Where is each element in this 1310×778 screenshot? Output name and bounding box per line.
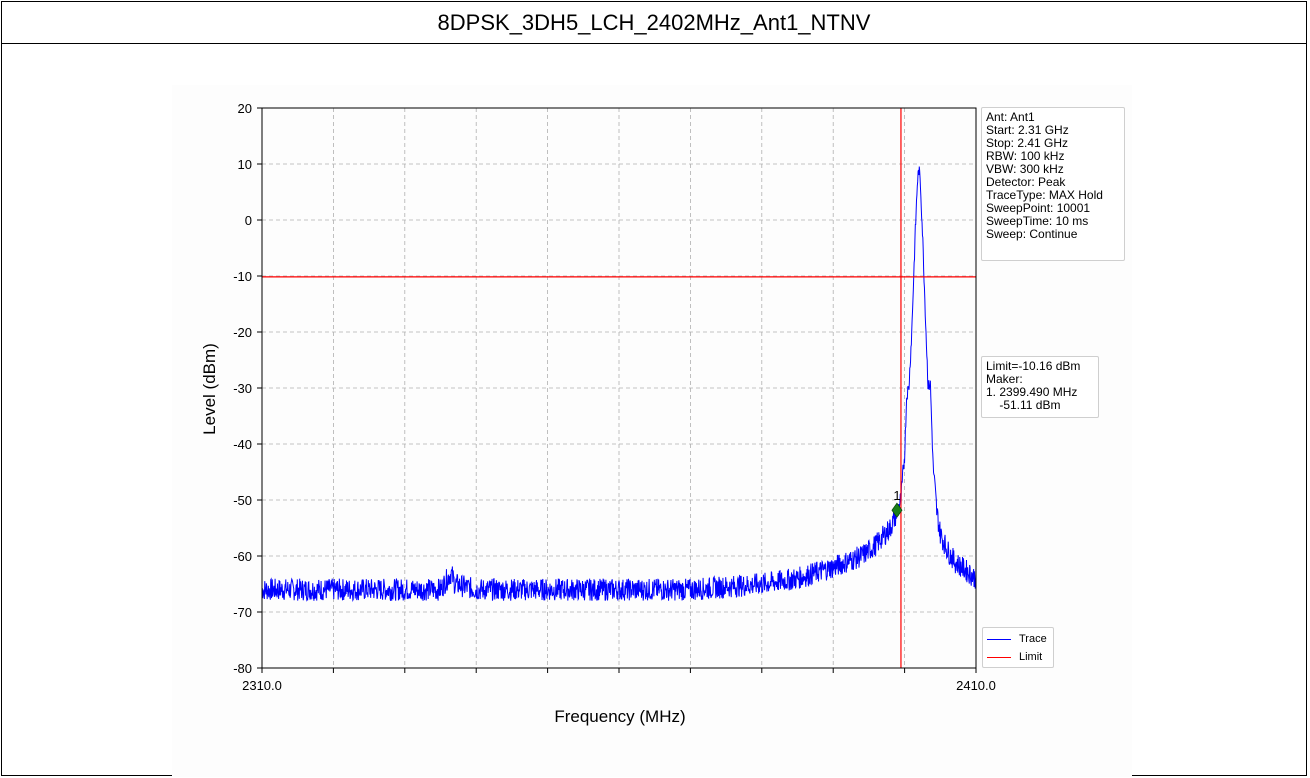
legend: Trace Limit: [982, 627, 1054, 668]
legend-swatch-trace: [987, 638, 1011, 640]
info-line: Stop: 2.41 GHz: [986, 136, 1069, 150]
x-tick-label: 2410.0: [956, 678, 996, 693]
page-title: 8DPSK_3DH5_LCH_2402MHz_Ant1_NTNV: [2, 2, 1306, 44]
trace-line: [261, 166, 977, 602]
x-tick-label: 2310.0: [242, 678, 282, 693]
y-tick-label: -50: [233, 493, 252, 508]
marker-level: -51.11 dBm: [986, 398, 1061, 412]
y-tick-label: -60: [233, 549, 252, 564]
y-tick-label: -20: [233, 325, 252, 340]
y-axis-label: Level (dBm): [200, 343, 219, 435]
y-tick-label: -10: [233, 269, 252, 284]
x-axis-label: Frequency (MHz): [554, 707, 685, 726]
legend-label-limit: Limit: [1019, 651, 1043, 663]
info-line: SweepTime: 10 ms: [986, 214, 1089, 228]
info-line: RBW: 100 kHz: [986, 149, 1065, 163]
marker-frequency: 1. 2399.490 MHz: [986, 385, 1078, 399]
y-tick-label: -70: [233, 605, 252, 620]
y-tick-label: -30: [233, 381, 252, 396]
info-line: Start: 2.31 GHz: [986, 123, 1069, 137]
y-tick-label: -80: [233, 661, 252, 676]
plot-canvas: [172, 85, 1132, 777]
legend-label-trace: Trace: [1019, 633, 1047, 645]
marker-diamond: [891, 502, 903, 518]
marker-label: 1: [893, 488, 900, 503]
info-line: Ant: Ant1: [986, 110, 1035, 124]
settings-info-box: Ant: Ant1 Start: 2.31 GHz Stop: 2.41 GHz…: [981, 107, 1125, 261]
y-tick-label: -40: [233, 437, 252, 452]
info-line: Detector: Peak: [986, 175, 1066, 189]
info-line: Sweep: Continue: [986, 227, 1078, 241]
info-line: VBW: 300 kHz: [986, 162, 1064, 176]
y-tick-label: 10: [238, 157, 252, 172]
y-tick-label: 0: [245, 213, 252, 228]
legend-swatch-limit: [987, 656, 1011, 658]
marker-title: Maker:: [986, 372, 1023, 386]
info-line: TraceType: MAX Hold: [986, 188, 1103, 202]
y-tick-label: 20: [238, 101, 252, 116]
legend-item-trace: Trace: [987, 632, 1047, 646]
info-line: SweepPoint: 10001: [986, 201, 1091, 215]
limit-line: Limit=-10.16 dBm: [986, 359, 1081, 373]
legend-item-limit: Limit: [987, 650, 1042, 664]
limit-marker-box: Limit=-10.16 dBm Maker: 1. 2399.490 MHz …: [981, 356, 1099, 418]
